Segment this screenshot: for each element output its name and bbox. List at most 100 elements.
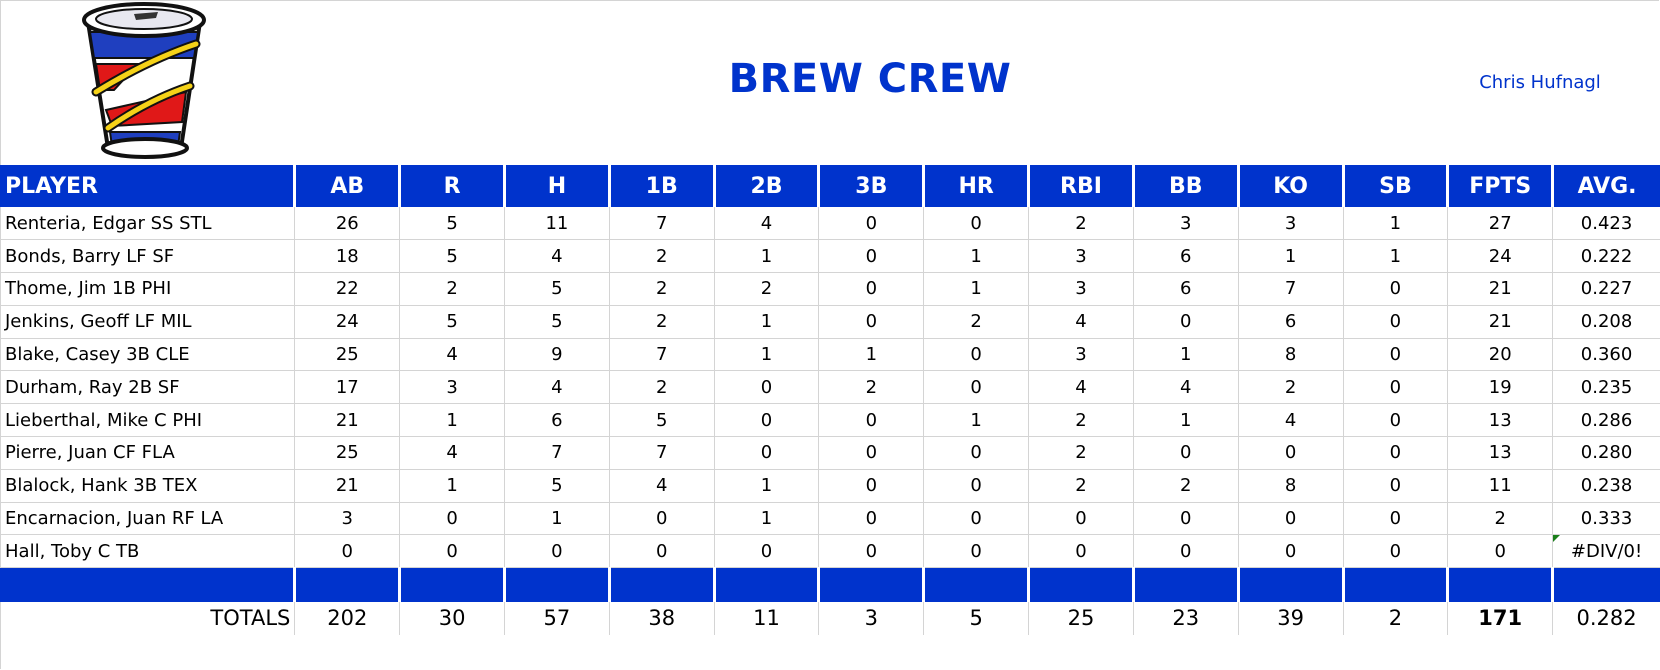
player-name-cell[interactable]: Encarnacion, Juan RF LA xyxy=(0,502,296,536)
cell-hr[interactable]: 2 xyxy=(923,305,1030,339)
player-name-cell[interactable]: Blalock, Hank 3B TEX xyxy=(0,469,296,503)
column-header-hr[interactable]: HR xyxy=(922,165,1029,207)
column-header-h[interactable]: H xyxy=(503,165,610,207)
column-header-3b[interactable]: 3B xyxy=(817,165,924,207)
cell-r[interactable]: 5 xyxy=(399,207,505,241)
cell-avg[interactable]: 0.333 xyxy=(1552,502,1660,536)
player-name-cell[interactable]: Hall, Toby C TB xyxy=(0,534,296,569)
column-header-rbi[interactable]: RBI xyxy=(1027,165,1134,207)
cell-h[interactable]: 4 xyxy=(504,370,610,405)
cell-3b[interactable]: 0 xyxy=(818,403,925,438)
cell-fpts[interactable]: 24 xyxy=(1447,239,1554,274)
cell-3b[interactable]: 0 xyxy=(818,272,925,306)
cell-avg[interactable]: 0.227 xyxy=(1552,272,1660,306)
player-name-cell[interactable]: Renteria, Edgar SS STL xyxy=(0,207,296,241)
cell-rbi[interactable]: 2 xyxy=(1028,436,1134,470)
cell-2b[interactable]: 2 xyxy=(714,272,820,306)
band-cell[interactable] xyxy=(712,567,819,602)
player-name-cell[interactable]: Blake, Casey 3B CLE xyxy=(0,338,296,372)
cell-2b[interactable]: 0 xyxy=(714,436,820,470)
cell-bb[interactable]: 2 xyxy=(1133,469,1239,503)
cell-h[interactable]: 11 xyxy=(504,207,610,241)
cell-1b[interactable]: 2 xyxy=(609,305,715,339)
cell-r[interactable]: 4 xyxy=(399,338,505,372)
band-cell[interactable] xyxy=(607,567,715,602)
cell-2b[interactable]: 1 xyxy=(714,469,820,503)
cell-hr[interactable]: 0 xyxy=(923,502,1030,536)
cell-3b[interactable]: 0 xyxy=(818,239,925,274)
cell-avg[interactable]: 0.280 xyxy=(1552,436,1660,470)
band-cell[interactable] xyxy=(1027,567,1134,602)
player-name-cell[interactable]: Thome, Jim 1B PHI xyxy=(0,272,296,306)
cell-bb[interactable]: 0 xyxy=(1133,502,1239,536)
cell-r[interactable]: 2 xyxy=(399,272,505,306)
cell-hr[interactable]: 0 xyxy=(923,338,1030,372)
cell-sb[interactable]: 0 xyxy=(1343,338,1449,372)
cell-fpts[interactable]: 21 xyxy=(1447,305,1554,339)
cell-bb[interactable]: 0 xyxy=(1133,534,1239,569)
cell-fpts[interactable]: 0 xyxy=(1447,534,1554,569)
cell-ab[interactable]: 25 xyxy=(294,338,401,372)
cell-bb[interactable]: 1 xyxy=(1133,403,1239,438)
cell-fpts[interactable]: 11 xyxy=(1447,469,1554,503)
player-name-cell[interactable]: Lieberthal, Mike C PHI xyxy=(0,403,296,438)
cell-sb[interactable]: 1 xyxy=(1343,239,1449,274)
cell-hr[interactable]: 0 xyxy=(923,436,1030,470)
cell-rbi[interactable]: 0 xyxy=(1028,534,1134,569)
cell-1b[interactable]: 5 xyxy=(609,403,715,438)
player-name-cell[interactable]: Bonds, Barry LF SF xyxy=(0,239,296,274)
column-header-player[interactable]: PLAYER xyxy=(0,165,295,207)
column-header-fpts[interactable]: FPTS xyxy=(1446,165,1553,207)
player-name-cell[interactable]: Pierre, Juan CF FLA xyxy=(0,436,296,470)
cell-h[interactable]: 4 xyxy=(504,239,610,274)
column-header-ab[interactable]: AB xyxy=(293,165,400,207)
cell-ko[interactable]: 6 xyxy=(1238,305,1344,339)
total-bb[interactable]: 23 xyxy=(1133,601,1239,635)
cell-1b[interactable]: 2 xyxy=(609,239,715,274)
total-avg[interactable]: 0.282 xyxy=(1576,606,1637,631)
cell-1b[interactable]: 7 xyxy=(609,436,715,470)
cell-hr[interactable]: 1 xyxy=(923,239,1030,274)
cell-avg[interactable]: 0.222 xyxy=(1552,239,1660,274)
cell-3b[interactable]: 0 xyxy=(818,436,925,470)
cell-hr[interactable]: 0 xyxy=(923,534,1030,569)
column-header-sb[interactable]: SB xyxy=(1341,165,1448,207)
band-cell[interactable] xyxy=(1551,567,1660,602)
band-cell[interactable] xyxy=(398,567,505,602)
cell-1b[interactable]: 2 xyxy=(609,370,715,405)
column-header-avg[interactable]: AVG. xyxy=(1551,165,1660,207)
cell-2b[interactable]: 0 xyxy=(714,403,820,438)
cell-fpts[interactable]: 13 xyxy=(1447,403,1554,438)
cell-3b[interactable]: 0 xyxy=(818,502,925,536)
cell-bb[interactable]: 6 xyxy=(1133,272,1239,306)
player-name-cell[interactable]: Jenkins, Geoff LF MIL xyxy=(0,305,296,339)
cell-ab[interactable]: 21 xyxy=(294,403,401,438)
cell-r[interactable]: 5 xyxy=(399,305,505,339)
cell-bb[interactable]: 3 xyxy=(1133,207,1239,241)
cell-3b[interactable]: 0 xyxy=(818,534,925,569)
cell-ko[interactable]: 0 xyxy=(1238,502,1344,536)
cell-h[interactable]: 0 xyxy=(504,534,610,569)
band-cell[interactable] xyxy=(1341,567,1448,602)
cell-avg[interactable]: 0.238 xyxy=(1552,469,1660,503)
cell-hr[interactable]: 0 xyxy=(923,469,1030,503)
cell-hr[interactable]: 0 xyxy=(923,207,1030,241)
cell-h[interactable]: 5 xyxy=(504,272,610,306)
cell-h[interactable]: 5 xyxy=(504,305,610,339)
cell-r[interactable]: 1 xyxy=(399,403,505,438)
cell-2b[interactable]: 0 xyxy=(714,534,820,569)
cell-rbi[interactable]: 4 xyxy=(1028,370,1134,405)
cell-3b[interactable]: 0 xyxy=(818,305,925,339)
total-sb[interactable]: 2 xyxy=(1343,601,1449,635)
total-rbi[interactable]: 25 xyxy=(1028,601,1134,635)
cell-ko[interactable]: 0 xyxy=(1238,534,1344,569)
cell-fpts[interactable]: 20 xyxy=(1447,338,1554,372)
cell-rbi[interactable]: 2 xyxy=(1028,469,1134,503)
cell-ko[interactable]: 8 xyxy=(1238,338,1344,372)
cell-h[interactable]: 5 xyxy=(504,469,610,503)
cell-1b[interactable]: 0 xyxy=(609,502,715,536)
cell-3b[interactable]: 0 xyxy=(818,469,925,503)
cell-ko[interactable]: 4 xyxy=(1238,403,1344,438)
column-header-r[interactable]: R xyxy=(398,165,505,207)
column-header-2b[interactable]: 2B xyxy=(712,165,819,207)
